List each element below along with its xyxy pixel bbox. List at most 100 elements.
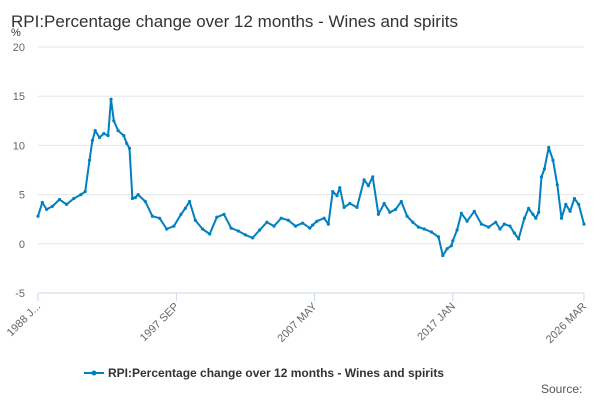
- data-point[interactable]: [179, 212, 183, 216]
- data-point[interactable]: [50, 204, 54, 208]
- data-point[interactable]: [559, 216, 564, 220]
- data-point[interactable]: [572, 196, 577, 201]
- data-point[interactable]: [362, 178, 366, 182]
- data-point[interactable]: [338, 186, 342, 190]
- data-point[interactable]: [547, 145, 551, 149]
- data-point[interactable]: [136, 193, 140, 197]
- data-point[interactable]: [90, 138, 94, 143]
- data-point[interactable]: [445, 247, 449, 251]
- data-point[interactable]: [551, 158, 555, 162]
- data-point[interactable]: [568, 209, 572, 213]
- data-point[interactable]: [537, 210, 541, 214]
- data-point[interactable]: [371, 175, 375, 179]
- data-point[interactable]: [308, 226, 312, 230]
- data-point[interactable]: [517, 237, 521, 241]
- data-point[interactable]: [582, 222, 586, 226]
- data-point[interactable]: [366, 184, 370, 188]
- legend[interactable]: RPI:Percentage change over 12 months - W…: [84, 366, 444, 380]
- data-point[interactable]: [286, 218, 290, 222]
- data-point[interactable]: [522, 216, 527, 220]
- data-point[interactable]: [251, 236, 255, 240]
- data-point[interactable]: [125, 141, 129, 145]
- data-point[interactable]: [331, 190, 335, 194]
- data-point[interactable]: [40, 200, 44, 205]
- data-point[interactable]: [472, 209, 476, 213]
- data-point[interactable]: [335, 194, 339, 198]
- data-point[interactable]: [376, 212, 380, 216]
- data-point[interactable]: [83, 190, 87, 194]
- data-point[interactable]: [97, 135, 102, 140]
- data-point[interactable]: [258, 228, 262, 232]
- data-point[interactable]: [45, 207, 49, 211]
- data-point[interactable]: [133, 196, 137, 200]
- data-point[interactable]: [531, 212, 535, 216]
- data-point[interactable]: [102, 132, 106, 136]
- data-point[interactable]: [183, 206, 187, 210]
- data-point[interactable]: [342, 205, 346, 209]
- data-point[interactable]: [130, 196, 134, 201]
- data-point[interactable]: [539, 175, 544, 179]
- data-point[interactable]: [279, 216, 283, 220]
- data-point[interactable]: [158, 216, 162, 220]
- data-point[interactable]: [236, 229, 240, 233]
- data-point[interactable]: [109, 97, 113, 101]
- data-point[interactable]: [208, 232, 212, 236]
- data-point[interactable]: [326, 222, 330, 226]
- data-point[interactable]: [416, 225, 421, 229]
- data-point[interactable]: [315, 219, 319, 223]
- data-point[interactable]: [106, 134, 110, 138]
- data-point[interactable]: [79, 193, 83, 197]
- data-point[interactable]: [57, 197, 62, 202]
- data-point[interactable]: [405, 214, 409, 218]
- data-point[interactable]: [436, 235, 441, 239]
- data-point[interactable]: [465, 219, 469, 223]
- data-point[interactable]: [527, 206, 531, 210]
- data-point[interactable]: [555, 183, 559, 187]
- data-point[interactable]: [87, 158, 92, 162]
- data-point[interactable]: [127, 146, 132, 150]
- data-point[interactable]: [265, 220, 269, 224]
- data-point[interactable]: [311, 223, 315, 227]
- data-point[interactable]: [272, 224, 276, 228]
- data-point[interactable]: [72, 196, 76, 201]
- data-point[interactable]: [498, 227, 502, 231]
- data-point[interactable]: [229, 226, 233, 230]
- data-point[interactable]: [382, 201, 386, 206]
- data-point[interactable]: [112, 119, 116, 123]
- data-point[interactable]: [394, 207, 398, 211]
- data-point[interactable]: [355, 205, 359, 209]
- data-point[interactable]: [65, 202, 69, 206]
- data-point[interactable]: [36, 214, 40, 218]
- data-point[interactable]: [479, 222, 483, 226]
- data-point[interactable]: [399, 199, 403, 204]
- data-point[interactable]: [494, 220, 498, 224]
- data-point[interactable]: [441, 254, 445, 258]
- data-point[interactable]: [451, 239, 455, 243]
- data-point[interactable]: [542, 167, 547, 171]
- data-point[interactable]: [116, 129, 120, 133]
- data-point[interactable]: [322, 216, 326, 220]
- data-point[interactable]: [502, 222, 506, 226]
- data-point[interactable]: [93, 129, 97, 133]
- data-point[interactable]: [449, 244, 453, 248]
- data-point[interactable]: [564, 202, 568, 206]
- data-point[interactable]: [215, 215, 219, 219]
- data-point[interactable]: [487, 225, 491, 229]
- data-point[interactable]: [512, 231, 516, 235]
- data-point[interactable]: [577, 202, 581, 206]
- data-point[interactable]: [455, 228, 459, 232]
- data-point[interactable]: [508, 224, 512, 228]
- data-point[interactable]: [122, 134, 126, 138]
- data-point[interactable]: [193, 218, 197, 222]
- data-point[interactable]: [188, 199, 192, 204]
- data-point[interactable]: [348, 201, 352, 206]
- data-point[interactable]: [301, 221, 305, 225]
- data-point[interactable]: [222, 212, 226, 216]
- data-point[interactable]: [200, 227, 205, 231]
- data-point[interactable]: [172, 224, 176, 228]
- data-point[interactable]: [388, 210, 392, 214]
- data-point[interactable]: [165, 227, 169, 231]
- data-point[interactable]: [293, 224, 298, 228]
- data-point[interactable]: [422, 227, 426, 231]
- data-point[interactable]: [459, 211, 463, 215]
